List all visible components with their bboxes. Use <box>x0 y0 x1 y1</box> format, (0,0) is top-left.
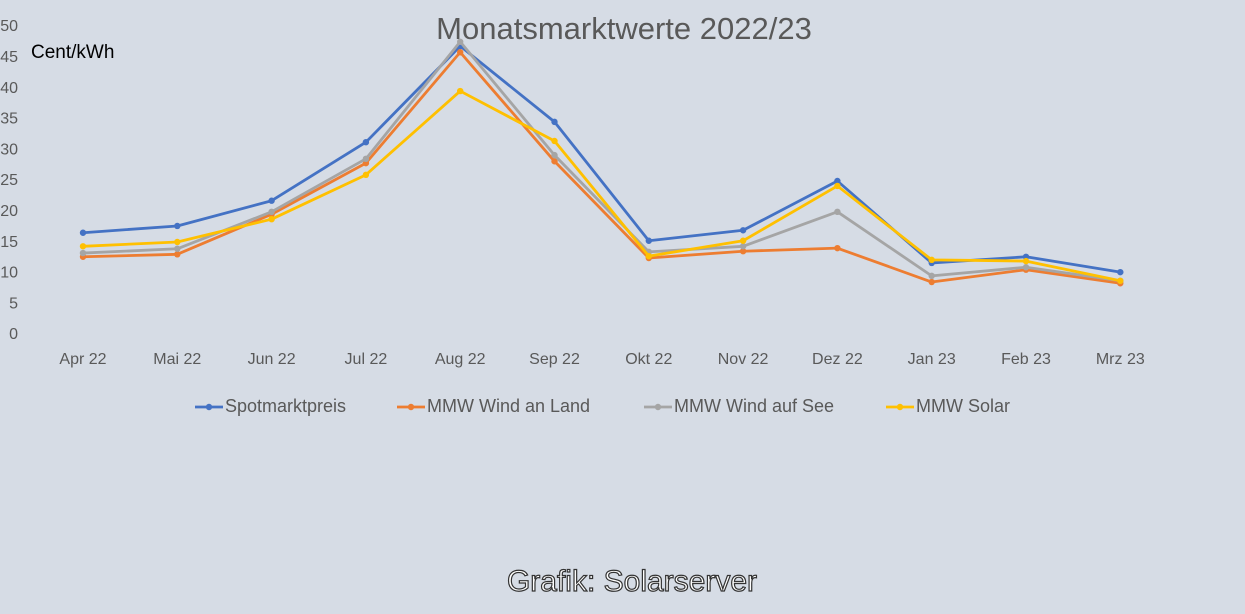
x-tick-label: Feb 23 <box>1001 351 1051 368</box>
x-tick-label: Okt 22 <box>625 351 672 368</box>
data-point <box>928 256 935 264</box>
data-point <box>645 252 652 260</box>
source: Grafik: Solarserver <box>507 565 757 598</box>
x-tick-label: Jan 23 <box>908 351 956 368</box>
data-point <box>739 237 747 244</box>
x-tick-label: Nov 22 <box>718 351 769 368</box>
data-point <box>174 222 181 230</box>
y-tick-label: 35 <box>0 111 18 128</box>
y-tick-label: 20 <box>0 203 18 220</box>
data-point <box>362 138 370 146</box>
data-point <box>79 229 87 236</box>
x-tick-label: Apr 22 <box>59 351 106 368</box>
series-line <box>82 89 1121 283</box>
x-tick-label: Dez 22 <box>812 351 863 368</box>
legend-label: MMW Solar <box>916 396 1010 416</box>
data-point <box>834 208 841 215</box>
x-tick-label: Mai 22 <box>153 351 201 368</box>
x-tick-label: Aug 22 <box>435 351 486 368</box>
data-point <box>1022 257 1030 265</box>
x-tick-label: Mrz 23 <box>1096 351 1145 368</box>
data-point <box>362 171 370 179</box>
legend-label: Spotmarktpreis <box>225 396 346 416</box>
data-point <box>834 177 841 185</box>
legend-marker <box>654 403 662 411</box>
data-point <box>551 137 558 145</box>
data-point <box>928 278 935 286</box>
data-point <box>834 182 841 190</box>
data-point <box>79 249 87 257</box>
data-point <box>739 243 747 250</box>
data-point <box>1022 264 1030 271</box>
y-tick-label: 25 <box>0 172 18 189</box>
data-point <box>457 87 464 95</box>
data-point <box>551 158 558 165</box>
legend-marker <box>205 403 213 411</box>
data-point <box>457 38 464 45</box>
series-line <box>82 50 1121 285</box>
series-line <box>82 44 1121 274</box>
data-point <box>1117 277 1124 284</box>
data-point <box>551 151 558 159</box>
data-point <box>79 243 87 250</box>
x-tick-label: Jul 22 <box>345 351 388 368</box>
y-tick-label: 15 <box>0 234 18 251</box>
legend-label: MMW Wind auf See <box>674 396 834 416</box>
data-point <box>551 118 558 126</box>
data-point <box>362 155 370 163</box>
y-tick-label: 30 <box>0 141 18 158</box>
y-tick-label: 50 <box>0 18 18 35</box>
x-tick-label: Sep 22 <box>529 351 580 368</box>
data-point <box>739 248 747 255</box>
data-point <box>457 49 464 56</box>
data-point <box>174 245 181 252</box>
y-tick-label: 10 <box>0 265 18 282</box>
y-tick-label: 0 <box>9 326 18 343</box>
data-point <box>268 197 275 204</box>
legend-label: MMW Wind an Land <box>427 396 590 416</box>
data-point <box>174 251 181 258</box>
data-point <box>834 244 841 252</box>
data-point <box>174 238 181 246</box>
chart-title: Monatsmarktwerte 2022/23 <box>436 11 812 46</box>
data-point <box>645 237 652 244</box>
y-tick-label: 40 <box>0 80 18 97</box>
data-point <box>268 208 275 215</box>
series-line <box>82 40 1121 283</box>
x-tick-label: Jun 22 <box>248 351 296 368</box>
data-point <box>268 215 275 223</box>
y-tick-label: 5 <box>9 295 18 312</box>
data-point <box>1117 268 1124 276</box>
data-point <box>739 227 747 234</box>
data-point <box>928 272 935 280</box>
legend-marker <box>407 403 415 411</box>
legend-marker <box>896 403 904 411</box>
y-tick-label: 45 <box>0 49 18 66</box>
y-axis-label: Cent/kWh <box>31 42 114 63</box>
